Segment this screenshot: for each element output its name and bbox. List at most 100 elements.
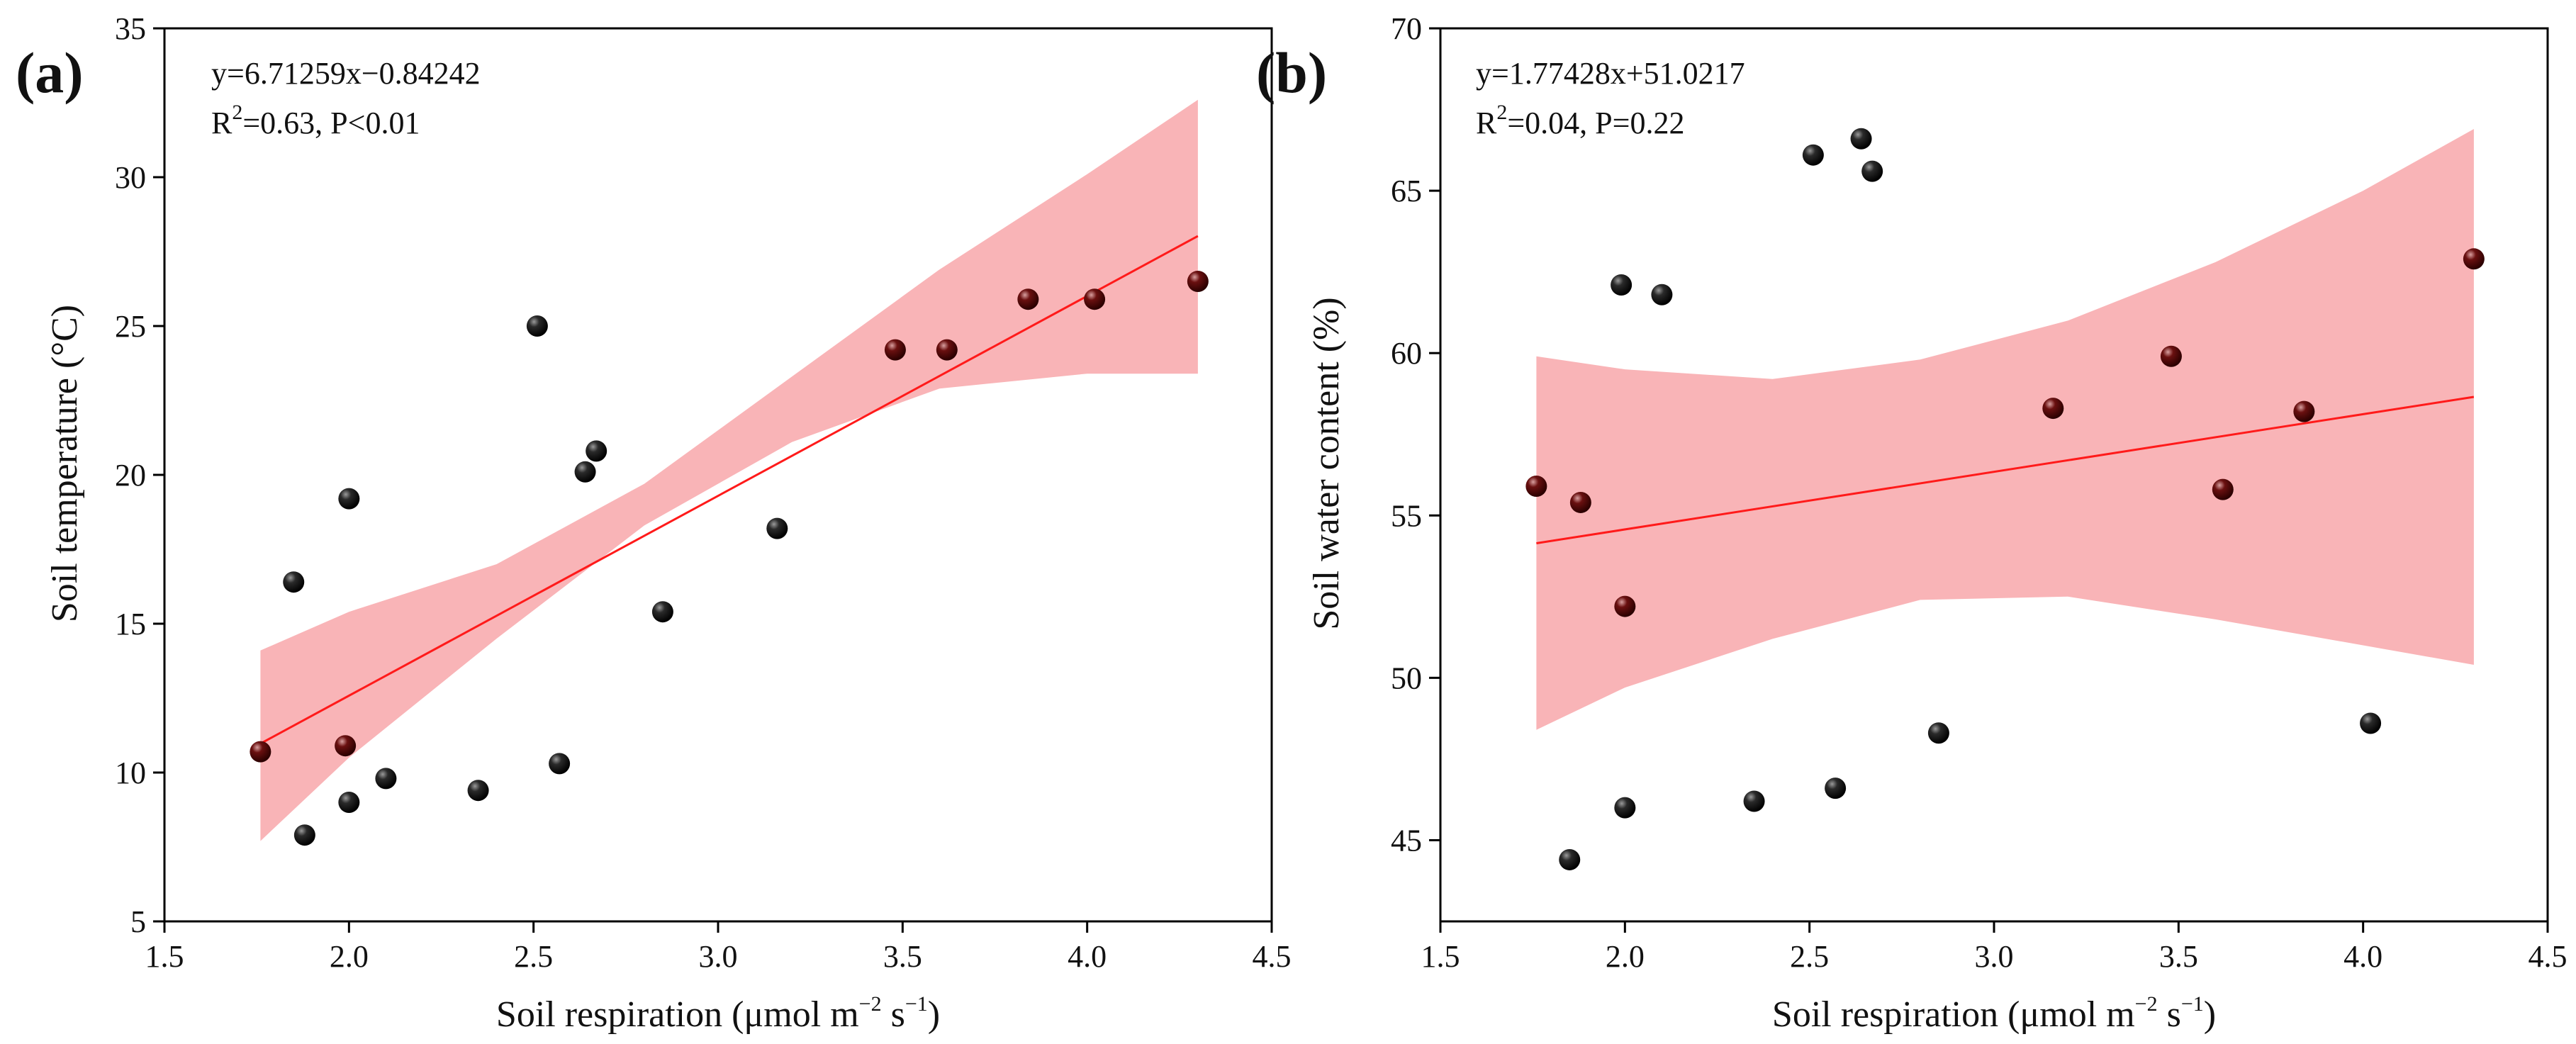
panel-a-data-point — [586, 440, 607, 462]
panel-a-data-point — [936, 339, 958, 361]
panel-b-points — [1525, 128, 2485, 870]
panel-b-y-axis-title: Soil water content (%) — [1306, 297, 1347, 629]
panel-b-equation: y=1.77428x+51.0217 — [1476, 56, 1745, 91]
panel-b-fit-line — [1536, 395, 2475, 544]
panel-b-xlabel-main: Soil respiration (μmol m — [1772, 994, 2135, 1035]
panel-b-data-point — [2212, 478, 2234, 500]
panel-a-data-point — [293, 824, 315, 846]
panel-b-xlabel-sup2: −1 — [2181, 992, 2204, 1016]
panel-b-data-point — [2042, 398, 2064, 420]
panel-b-data-point — [2463, 248, 2485, 270]
panel-a-data-point — [884, 339, 906, 361]
panel-b-data-point — [2293, 400, 2315, 422]
panel-a-x-tick-label: 2.5 — [514, 939, 553, 974]
panel-b-x-tick-label: 4.5 — [2529, 939, 2567, 974]
panel-a-points — [250, 271, 1209, 846]
panel-b-xlabel-mid: s — [2158, 994, 2181, 1035]
panel-a-data-point — [1017, 288, 1039, 310]
panel-a-stats-r: R — [211, 106, 233, 140]
panel-b-data-point — [1743, 790, 1765, 812]
panel-b-data-point — [1569, 491, 1591, 513]
panel-b-data-point — [1559, 848, 1581, 870]
panel-b-data-point — [1614, 595, 1636, 617]
panel-b-stats-sup: 2 — [1496, 101, 1507, 124]
panel-b-x-tick-label: 2.5 — [1790, 939, 1829, 974]
panel-a-stats-rest: =0.63, P<0.01 — [242, 106, 420, 140]
panel-b-data-point — [1525, 476, 1547, 498]
panel-a-data-point — [1084, 288, 1106, 310]
panel-a-data-point — [549, 753, 571, 775]
panel-a-y-tick-label: 25 — [115, 309, 146, 344]
panel-a-data-point — [766, 517, 788, 539]
panel-a-y-tick-label: 30 — [115, 160, 146, 195]
panel-b-data-point — [1825, 778, 1847, 799]
panel-a-y-axis-title: Soil temperature (°C) — [45, 305, 85, 622]
panel-a-data-point — [250, 741, 271, 763]
panel-a-x-tick-label: 4.5 — [1253, 939, 1292, 974]
panel-b-data-point — [1614, 797, 1636, 819]
panel-a-xlabel-end: ) — [928, 994, 940, 1035]
panel-a-fit-line — [259, 235, 1199, 745]
panel-b-ticks — [1429, 27, 2549, 933]
panel-b-data-point — [1927, 722, 1949, 744]
panel-a-scatter-chart: (a) 1.5 2.0 2.5 3.0 3.5 4.0 4.5 5101520253035 … — [16, 11, 1292, 1035]
panel-b-data-point — [1651, 284, 1673, 305]
panel-a-data-point — [651, 601, 673, 623]
panel-b-y-tick-label: 55 — [1391, 498, 1422, 533]
panel-a-equation: y=6.71259x−0.84242 — [211, 56, 481, 91]
panel-a-xlabel-sup1: −2 — [859, 992, 882, 1016]
panel-a-data-point — [375, 768, 397, 790]
panel-a-y-tick-label: 35 — [115, 11, 146, 46]
panel-a-data-point — [335, 735, 357, 757]
panel-a-data-point — [526, 315, 548, 337]
panel-a-stats-sup: 2 — [232, 101, 242, 124]
panel-a-y-tick-label: 20 — [115, 458, 146, 493]
panel-a-x-tick-label: 4.0 — [1068, 939, 1107, 974]
panel-a-x-tick-label: 1.5 — [145, 939, 184, 974]
panel-b-confidence-band — [1536, 129, 2474, 730]
panel-b-stats-r: R — [1476, 106, 1497, 140]
panel-a-data-point — [1187, 271, 1209, 292]
panel-b-data-point — [1850, 128, 1872, 150]
panel-b-x-tick-label: 2.0 — [1606, 939, 1645, 974]
panel-a-ticks — [153, 27, 1273, 933]
panel-a-x-axis-title: Soil respiration (μmol m−2 s−1) — [496, 992, 940, 1035]
panel-a-xlabel-main: Soil respiration (μmol m — [496, 994, 859, 1035]
panel-b-x-tick-label: 3.0 — [1975, 939, 2014, 974]
panel-b-stats-rest: =0.04, P=0.22 — [1507, 106, 1684, 140]
panel-a-label: (a) — [16, 40, 84, 105]
panel-b-x-tick-label: 4.0 — [2343, 939, 2382, 974]
panel-b-data-point — [1861, 160, 1883, 182]
panel-a-x-tick-label: 3.0 — [699, 939, 738, 974]
panel-a-confidence-band — [260, 99, 1198, 841]
panel-b-y-tick-label: 65 — [1391, 174, 1422, 208]
panel-b-data-point — [1611, 274, 1633, 296]
panel-b-scatter-chart: (b) 1.5 2.0 2.5 3.0 3.5 4.0 4.5 45 50 55 60 65 70 y… — [1256, 11, 2567, 1035]
panel-a-y-tick-label: 5 — [130, 904, 146, 939]
panel-b-data-point — [2360, 712, 2382, 734]
panel-a-data-point — [338, 488, 360, 510]
panel-a-data-point — [467, 780, 489, 802]
panel-a-y-tick-label: 15 — [115, 607, 146, 641]
panel-a-data-point — [574, 461, 596, 483]
panel-b-y-tick-label: 70 — [1391, 11, 1422, 46]
panel-b-label: (b) — [1256, 40, 1327, 105]
panel-b-x-tick-label: 1.5 — [1421, 939, 1460, 974]
panel-b-y-tick-label: 45 — [1391, 823, 1422, 858]
panel-b-data-point — [1802, 144, 1824, 166]
panel-b-y-tick-label: 50 — [1391, 661, 1422, 695]
panel-a-xlabel-sup2: −1 — [905, 992, 928, 1016]
panel-a-x-tick-label: 3.5 — [883, 939, 922, 974]
panel-a-x-tick-label: 2.0 — [330, 939, 369, 974]
panel-b-x-axis-title: Soil respiration (μmol m−2 s−1) — [1772, 992, 2216, 1035]
panel-b-xlabel-end: ) — [2204, 994, 2216, 1035]
panel-b-xlabel-sup1: −2 — [2135, 992, 2158, 1016]
panel-b-x-tick-label: 3.5 — [2159, 939, 2198, 974]
panel-a-data-point — [338, 792, 360, 813]
panel-b-data-point — [2160, 345, 2182, 367]
panel-b-y-tick-label: 60 — [1391, 336, 1422, 371]
panel-b-stats: R2=0.04, P=0.22 — [1476, 101, 1684, 140]
panel-a-stats: R2=0.63, P<0.01 — [211, 101, 420, 140]
panel-a-xlabel-mid: s — [882, 994, 905, 1035]
